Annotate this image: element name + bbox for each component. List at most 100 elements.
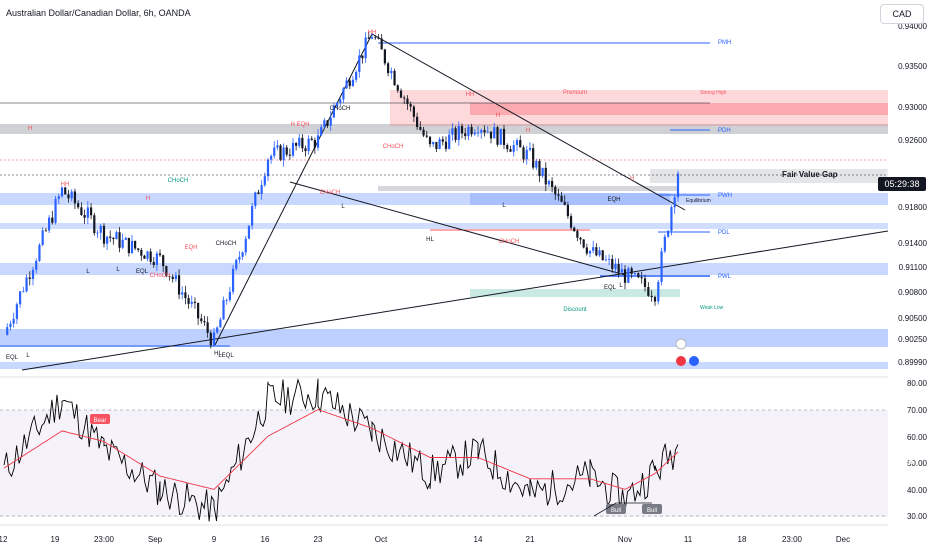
candle-body	[12, 318, 15, 324]
candle-body	[70, 191, 73, 199]
candle-body	[231, 268, 235, 292]
time-tick-label: 23	[314, 535, 323, 544]
time-tick-label: 19	[51, 535, 60, 544]
candle-body	[152, 261, 155, 265]
candle-body	[19, 291, 22, 305]
candle-body	[607, 259, 611, 260]
annotation-label: L	[341, 204, 345, 210]
candle-body	[657, 281, 660, 302]
candle-body	[673, 197, 676, 208]
annotation-label: H	[28, 126, 32, 132]
annotation-label: HH	[61, 182, 70, 188]
candle-body	[323, 120, 326, 128]
annotation-label: HL	[426, 237, 434, 243]
candle-body	[35, 260, 38, 270]
annotation-label: H	[526, 128, 530, 134]
trendline-lower	[289, 181, 626, 276]
candle-body	[483, 130, 486, 133]
candle-body	[134, 240, 137, 249]
candle-body	[676, 173, 680, 198]
candle-body	[109, 236, 112, 238]
premium-zone	[390, 90, 888, 126]
candle-body	[174, 275, 177, 279]
annotation-label: L	[116, 267, 120, 273]
candle-body	[623, 269, 627, 283]
price-tick-label: 0.93500	[898, 62, 927, 71]
candle-body	[206, 322, 209, 333]
rsi-signal-tag	[642, 504, 662, 514]
candle-body	[216, 327, 219, 333]
candle-body	[364, 37, 367, 59]
price-tick-label: 0.92600	[898, 136, 927, 145]
rsi-tick-label: 50.00	[907, 459, 928, 468]
candle-body	[493, 127, 496, 139]
annotation-label: Premium	[563, 90, 587, 96]
currency-button[interactable]: CAD	[880, 4, 924, 24]
candle-body	[345, 80, 348, 89]
candle-body	[162, 255, 165, 267]
demand-zone-3	[0, 263, 888, 275]
candle-body	[355, 71, 358, 80]
candle-body	[435, 141, 438, 150]
candle-body	[270, 155, 273, 160]
rsi-ma-line	[3, 409, 679, 490]
annotation-label: EQL	[6, 355, 19, 361]
annotation-label: CHoCH	[499, 239, 520, 245]
candle-body	[124, 237, 127, 240]
candle-body	[225, 299, 228, 301]
price-tick-label: 0.93000	[898, 103, 927, 112]
candle-body	[193, 301, 197, 303]
candle-body	[563, 201, 566, 205]
candle-body	[496, 127, 499, 145]
candle-body	[403, 97, 406, 99]
demand-zone-4	[0, 329, 888, 347]
annotation-label: EQH	[184, 245, 197, 251]
annotation-label: PDH	[718, 128, 731, 134]
canada-flag-icon	[676, 356, 686, 366]
candle-body	[467, 126, 470, 137]
candle-body	[358, 55, 361, 72]
discount-zone	[470, 289, 680, 297]
candle-body	[551, 181, 554, 187]
annotation-label: L	[502, 203, 506, 209]
time-tick-label: 23:00	[94, 535, 115, 544]
candle-body	[399, 90, 403, 98]
candle-body	[441, 139, 444, 142]
candle-body	[212, 332, 216, 346]
time-tick-label: Nov	[618, 535, 632, 544]
candle-body	[393, 70, 396, 86]
annotation-label: EQH	[607, 197, 620, 203]
price-tick-label: 0.94000	[898, 22, 927, 31]
candle-body	[15, 304, 18, 319]
candle-body	[595, 247, 598, 256]
candle-body	[266, 159, 270, 177]
candle-body	[667, 230, 670, 237]
price-tick-label: 0.89990	[898, 358, 927, 367]
candle-body	[38, 244, 41, 261]
candle-body	[630, 268, 633, 274]
candle-body	[273, 147, 276, 156]
candle-body	[464, 133, 467, 137]
candle-body	[313, 140, 316, 148]
candle-body	[130, 240, 134, 254]
annotation-label: CHoCH	[168, 178, 189, 184]
grey-zone	[378, 186, 678, 191]
candle-body	[489, 131, 493, 139]
candle-body	[181, 292, 184, 295]
candle-body	[419, 127, 422, 130]
annotation-label: CHoCH	[330, 106, 351, 112]
annotation-label: Fair Value Gap	[782, 170, 838, 179]
candle-body	[165, 266, 168, 276]
candle-body	[592, 247, 595, 251]
candle-body	[588, 250, 592, 254]
candle-body	[44, 230, 47, 232]
annotation-label: L	[26, 353, 30, 359]
candle-body	[569, 216, 573, 228]
candle-body	[64, 187, 67, 195]
candle-body	[190, 301, 193, 304]
candle-body	[83, 214, 86, 218]
annotation-label: PDL	[718, 230, 730, 236]
rsi-tick-label: 40.00	[907, 486, 928, 495]
rsi-tick-label: 30.00	[907, 512, 928, 521]
